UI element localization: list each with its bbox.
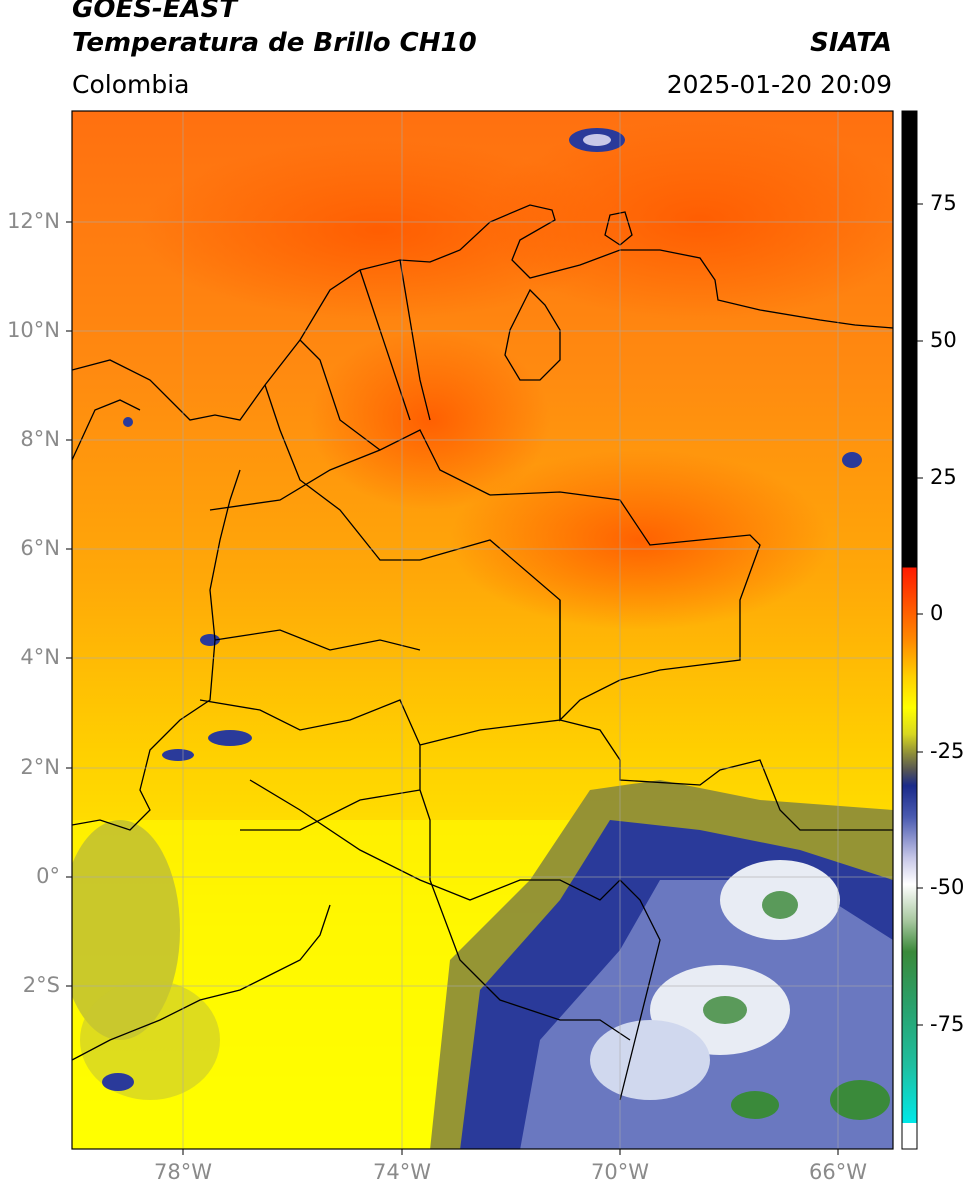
lat-label: 12°N (7, 209, 60, 233)
colorbar-label: -25 (930, 739, 965, 763)
lat-ticks (66, 221, 72, 987)
lat-label: 2°S (22, 973, 60, 997)
graticule (72, 111, 893, 1149)
colorbar-label: -75 (930, 1012, 965, 1036)
product-title: Temperatura de Brillo CH10 (72, 28, 477, 58)
colorbar-label: 25 (930, 465, 957, 489)
lat-label: 10°N (7, 318, 60, 342)
datetime-label: 2025-01-20 20:09 (666, 70, 892, 99)
lat-label: 4°N (20, 645, 60, 669)
lon-ticks (182, 1149, 839, 1155)
institution-label: SIATA (810, 28, 892, 58)
colorbar-label: -50 (930, 875, 965, 899)
colorbar-label: 75 (930, 191, 957, 215)
region-label: Colombia (72, 70, 190, 99)
lon-label: 66°W (809, 1160, 867, 1184)
colorbar-ticks (917, 203, 923, 1026)
map-frame (71, 110, 894, 1150)
satellite-title: GOES-EAST (72, 0, 238, 24)
coastline-and-borders (72, 204, 893, 1101)
colorbar-label: 50 (930, 328, 957, 352)
colorbar-label: 0 (930, 601, 944, 625)
colorbar (901, 110, 918, 1150)
lon-label: 78°W (154, 1160, 212, 1184)
lon-label: 70°W (591, 1160, 649, 1184)
lat-label: 0° (36, 864, 60, 888)
lat-label: 2°N (20, 755, 60, 779)
lat-label: 8°N (20, 427, 60, 451)
brightness-temperature-field (72, 111, 893, 1149)
lon-label: 74°W (373, 1160, 431, 1184)
lat-label: 6°N (20, 536, 60, 560)
